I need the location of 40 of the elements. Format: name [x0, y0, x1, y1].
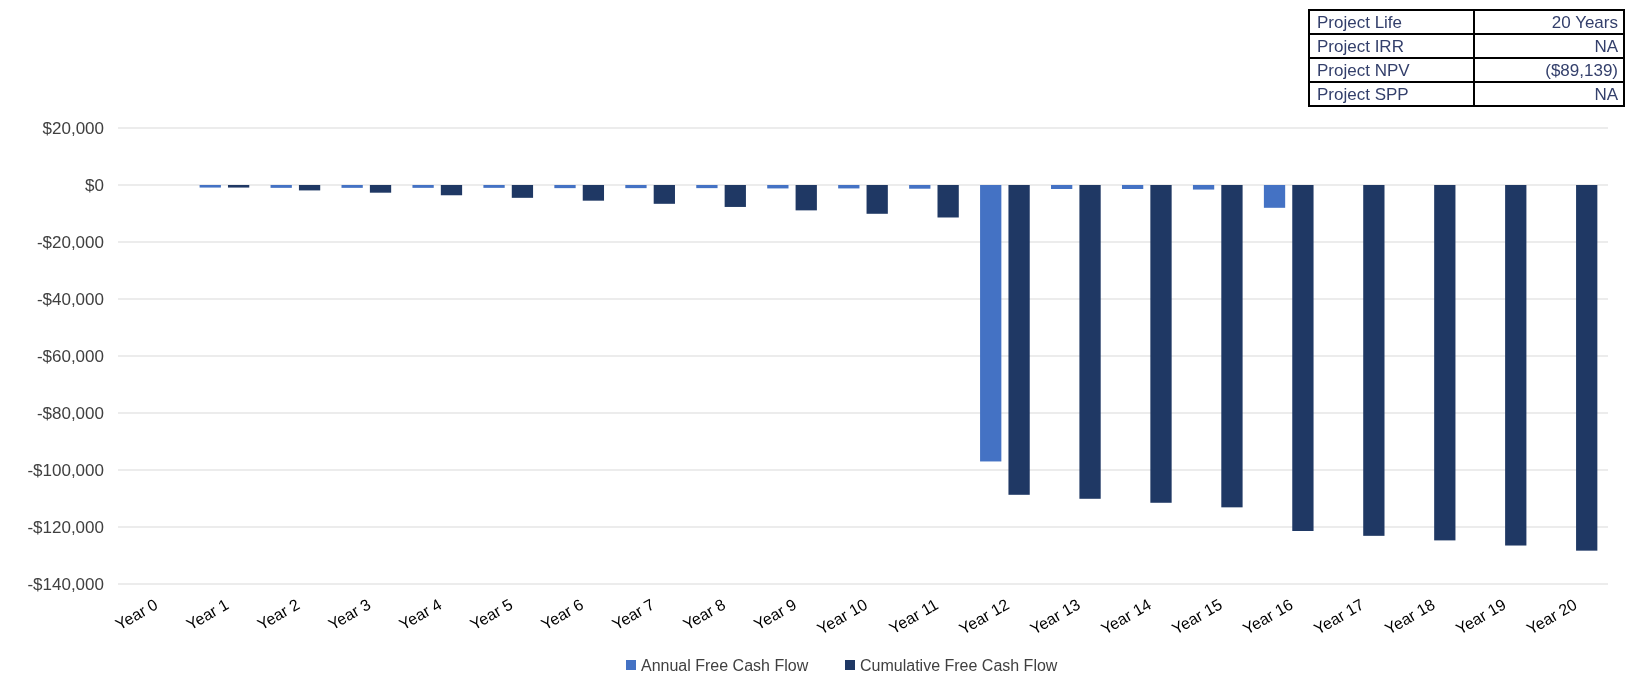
x-tick-label: Year 15	[1169, 595, 1225, 638]
text: 20 Years	[1551, 12, 1618, 32]
x-tick-label: Year 3	[325, 595, 374, 634]
x-tick-label: Year 5	[467, 595, 516, 634]
y-tick-label: -$40,000	[36, 289, 104, 309]
x-tick-label: Year 17	[1311, 595, 1367, 638]
x-tick-label: Year 16	[1240, 595, 1296, 638]
y-tick-label: -$60,000	[36, 346, 104, 366]
x-tick-label: Year 1	[183, 595, 232, 634]
text: Project NPV	[1317, 60, 1411, 80]
x-tick-label: Year 10	[814, 595, 871, 638]
x-tick-label: Year 11	[886, 595, 942, 637]
x-tick-label: Year 6	[538, 595, 587, 634]
y-tick-label: -$120,000	[27, 517, 104, 537]
text: NA	[1594, 36, 1619, 56]
x-tick-label: Year 8	[680, 595, 729, 634]
text: NA	[1594, 84, 1619, 104]
x-tick-label: Year 13	[1027, 595, 1084, 638]
x-tick-label: Year 18	[1381, 595, 1438, 638]
y-tick-label: -$100,000	[27, 460, 104, 480]
x-tick-label: Year 19	[1452, 595, 1509, 638]
y-tick-label: -$20,000	[36, 232, 104, 252]
text: ($89,139)	[1545, 60, 1618, 80]
text: Project IRR	[1317, 36, 1404, 56]
text: Project SPP	[1317, 84, 1409, 104]
x-tick-label: Year 4	[396, 595, 445, 634]
text: Project Life	[1317, 12, 1403, 32]
y-tick-label: $0	[85, 175, 104, 195]
x-tick-label: Year 7	[609, 595, 658, 634]
x-tick-label: Year 12	[956, 595, 1013, 638]
x-tick-label: Year 20	[1523, 595, 1580, 638]
legend-label: Cumulative Free Cash Flow	[860, 656, 1058, 674]
x-tick-label: Year 2	[254, 595, 303, 634]
y-tick-label: -$80,000	[36, 403, 104, 423]
y-tick-label: $20,000	[42, 118, 104, 138]
y-tick-label: -$140,000	[27, 574, 104, 594]
x-tick-label: Year 9	[751, 595, 800, 634]
x-tick-label: Year 0	[112, 595, 161, 634]
x-tick-label: Year 14	[1098, 595, 1154, 638]
legend-label: Annual Free Cash Flow	[641, 656, 809, 674]
